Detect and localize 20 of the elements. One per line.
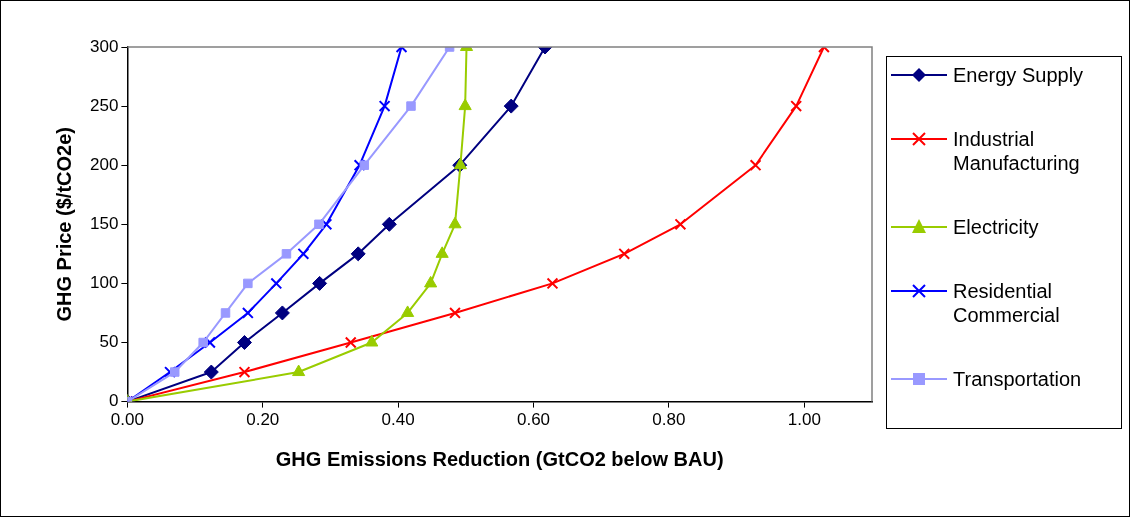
y-tick-label: 0: [108, 391, 119, 411]
y-tick-label: 250: [89, 95, 119, 115]
legend-label: Energy Supply: [953, 63, 1084, 87]
x-tick-label: 0.60: [516, 410, 551, 430]
x-axis-title: GHG Emissions Reduction (GtCO2 below BAU): [275, 447, 724, 470]
x-tick-label: 0.20: [246, 410, 280, 430]
x-tick-label: 1.00: [787, 410, 821, 430]
y-tick-label: 100: [89, 273, 119, 293]
x-tick-label: 0.80: [652, 410, 686, 430]
legend-label: Industrial Manufacturing: [953, 127, 1081, 175]
x-tick-label: 0.00: [110, 410, 144, 430]
y-tick-label: 150: [89, 213, 119, 233]
x-tick-label: 0.40: [381, 410, 415, 430]
legend-label: Electricity: [953, 215, 1039, 239]
legend-label: Transportation: [953, 367, 1082, 391]
y-tick-label: 200: [89, 154, 119, 174]
legend-label: Residential Commercial: [953, 279, 1061, 327]
y-tick-label: 50: [99, 332, 119, 352]
y-tick-label: 300: [89, 36, 119, 56]
y-axis-title: GHG Price ($/tCO2e): [52, 127, 75, 322]
